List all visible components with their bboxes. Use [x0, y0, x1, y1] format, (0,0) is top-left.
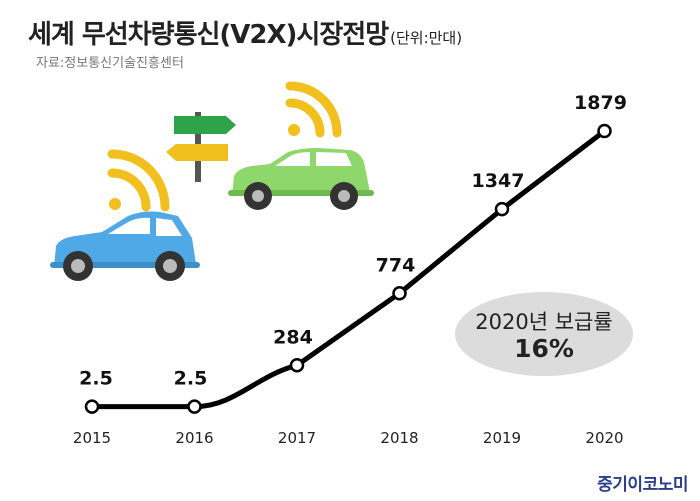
data-label-2016: 2.5 — [174, 368, 208, 390]
green-car-icon — [228, 148, 374, 210]
callout-value: 16% — [514, 334, 574, 363]
x-tick-2017: 2017 — [278, 429, 316, 447]
chart-title: 세계 무선차량통신(V2X)시장전망 (단위:만대) — [28, 14, 462, 51]
data-point-2020 — [597, 123, 612, 139]
data-label-2015: 2.5 — [79, 368, 113, 390]
x-tick-2019: 2019 — [483, 429, 521, 447]
unit-label: (단위:만대) — [390, 29, 463, 47]
data-point-2017 — [289, 358, 305, 373]
series-line — [92, 129, 607, 410]
data-point-2018 — [392, 286, 407, 301]
x-tick-2020: 2020 — [585, 429, 623, 447]
x-tick-2018: 2018 — [380, 429, 418, 447]
data-point-2019 — [494, 201, 510, 217]
source-label: 자료:정보통신기술진흥센터 — [36, 56, 184, 71]
data-point-2015 — [84, 399, 100, 414]
wifi-signal-icon — [285, 81, 342, 138]
title-text: 세계 무선차량통신(V2X)시장전망 — [28, 20, 389, 50]
publisher-logo: 중기이코노미 — [597, 475, 688, 495]
x-tick-2016: 2016 — [175, 429, 213, 447]
direction-sign-icon — [166, 112, 236, 182]
data-point-2016 — [187, 399, 202, 414]
data-label-2017: 284 — [273, 326, 313, 348]
series-layer — [84, 123, 612, 414]
label-layer: 2.5 2.5 284 774 1347 1879 — [79, 92, 627, 390]
blue-car-icon — [50, 211, 200, 281]
data-label-2019: 1347 — [472, 170, 525, 192]
x-axis-ticks: 2015 2016 2017 2018 2019 2020 — [73, 429, 624, 447]
adoption-callout: 2020년 보급률 16% — [455, 292, 633, 376]
data-label-2018: 774 — [376, 254, 416, 276]
data-label-2020: 1879 — [574, 92, 627, 114]
wifi-signal-icon — [107, 149, 170, 212]
x-tick-2015: 2015 — [73, 429, 111, 447]
callout-title: 2020년 보급률 — [475, 310, 613, 334]
